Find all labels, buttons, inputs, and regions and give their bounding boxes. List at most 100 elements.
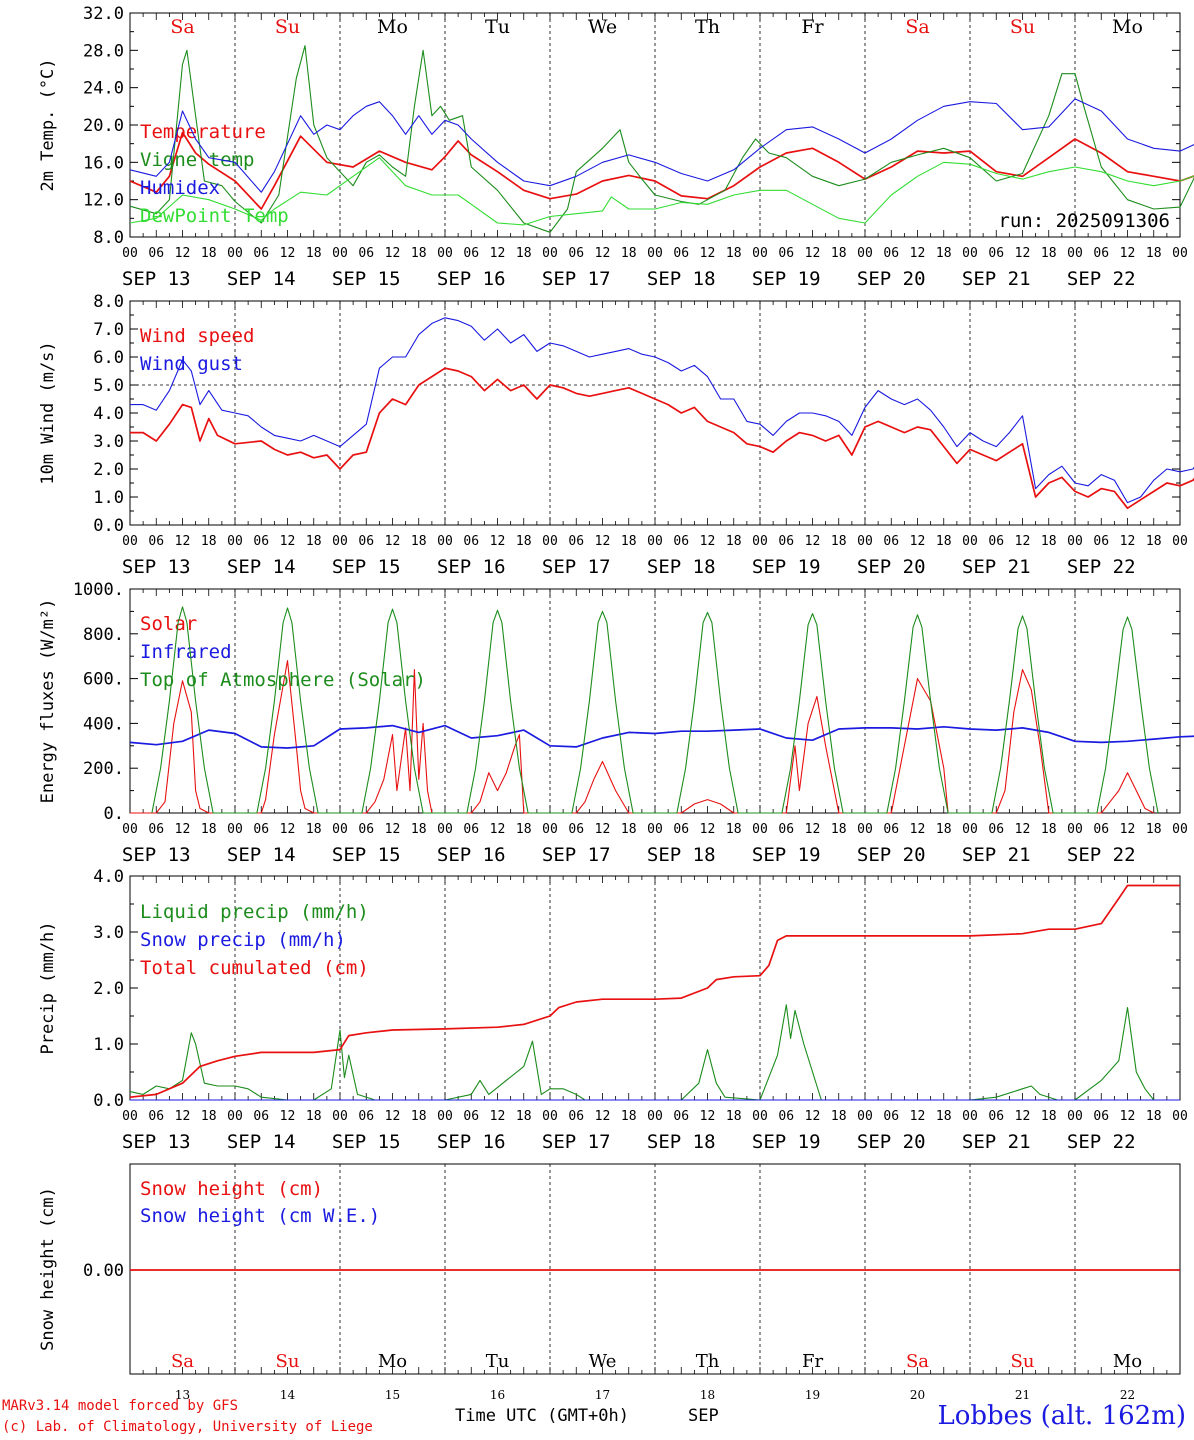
x-tick-label: 06 (463, 534, 479, 549)
run-annotation: run: 2025091306 (998, 210, 1170, 232)
x-tick-label: 06 (778, 822, 794, 837)
weekday-label: Th (696, 1351, 720, 1372)
y-tick-label: 12.0 (83, 191, 124, 211)
legend-entry: Humidex (140, 177, 220, 199)
legend-entry: Wind speed (140, 325, 254, 347)
x-tick-label: 18 (306, 1109, 322, 1124)
x-tick-label: 00 (1172, 246, 1188, 261)
date-label: SEP 22 (1067, 556, 1136, 578)
x-tick-label: 18 (936, 534, 952, 549)
x-tick-label: 18 (201, 822, 217, 837)
x-tick-label: 18 (1146, 1109, 1162, 1124)
x-tick-label: 06 (358, 822, 374, 837)
weekday-label: Fr (801, 16, 824, 38)
x-tick-label: 06 (253, 1109, 269, 1124)
x-tick-label: 06 (883, 246, 899, 261)
date-label: SEP 14 (227, 844, 296, 866)
x-tick-label: 18 (516, 246, 532, 261)
x-tick-label: 00 (857, 822, 873, 837)
x-tick-label: 12 (910, 534, 926, 549)
date-label: SEP 22 (1067, 268, 1136, 290)
weekday-label: Sa (171, 1351, 194, 1372)
x-tick-label: 18 (726, 246, 742, 261)
x-tick-label: 18 (936, 246, 952, 261)
series-line (130, 660, 1155, 814)
y-tick-label: 0.0 (93, 1091, 124, 1111)
x-tick-label: 12 (490, 1109, 506, 1124)
x-tick-label: 12 (805, 534, 821, 549)
series-line (130, 317, 1194, 504)
legend-entry: Infrared (140, 641, 232, 663)
legend-entry: Temperature (140, 121, 266, 143)
series-line (129, 45, 1194, 233)
legend-entry: Solar (140, 613, 197, 635)
x-tick-label: 12 (910, 1109, 926, 1124)
credit-line-2: (c) Lab. of Climatology, University of L… (2, 1419, 373, 1435)
x-tick-label: 12 (490, 534, 506, 549)
x-tick-label: 06 (1093, 246, 1109, 261)
x-tick-label: 12 (700, 1109, 716, 1124)
x-tick-label: 12 (385, 534, 401, 549)
x-tick-label: 18 (936, 1109, 952, 1124)
plot-frame (129, 12, 1181, 238)
x-tick-label: 06 (463, 246, 479, 261)
x-tick-label: 00 (437, 246, 453, 261)
y-tick-label: 8.0 (93, 292, 124, 312)
x-tick-label: 18 (411, 246, 427, 261)
x-tick-label: 18 (1041, 246, 1057, 261)
x-tick-label: 06 (463, 1109, 479, 1124)
series-line (129, 157, 1194, 226)
x-tick-label: 06 (673, 1109, 689, 1124)
date-label: SEP 17 (542, 268, 611, 290)
x-tick-label: 12 (595, 1109, 611, 1124)
x-tick-label: 00 (1067, 534, 1083, 549)
x-tick-label: 06 (988, 246, 1004, 261)
x-tick-label: 12 (910, 822, 926, 837)
x-tick-label: 06 (568, 822, 584, 837)
month-label: SEP (688, 1406, 719, 1426)
x-tick-label: 00 (437, 1109, 453, 1124)
x-tick-label: 06 (568, 1109, 584, 1124)
x-tick-label: 12 (595, 246, 611, 261)
weekday-label: Su (275, 16, 300, 38)
x-tick-label: 18 (621, 534, 637, 549)
date-label: SEP 19 (752, 556, 821, 578)
weekday-label: Tu (486, 1351, 510, 1372)
date-label: SEP 20 (857, 556, 926, 578)
y-axis-label: Snow height (cm) (38, 1187, 58, 1351)
x-tick-label: 18 (411, 534, 427, 549)
x-tick-label: 18 (936, 822, 952, 837)
x-tick-label: 06 (883, 534, 899, 549)
y-tick-label: 600. (83, 670, 124, 690)
date-label: SEP 16 (437, 268, 506, 290)
x-tick-label: 18 (1041, 534, 1057, 549)
date-label: SEP 21 (962, 268, 1031, 290)
x-tick-label: 12 (1120, 1109, 1136, 1124)
x-tick-label: 06 (148, 822, 164, 837)
x-tick-label: 12 (280, 822, 296, 837)
x-tick-label: 12 (175, 1109, 191, 1124)
x-tick-label: 06 (1093, 822, 1109, 837)
y-tick-label: 2.0 (93, 460, 124, 480)
series-line (129, 884, 1180, 1099)
x-tick-label: 06 (253, 822, 269, 837)
panel-1: 8.0 12.0 16.0 20.0 24.0 28.0 32.0 2m Temp. (°C)… (38, 4, 1194, 290)
date-label: SEP 16 (437, 844, 506, 866)
x-tick-label: 12 (175, 534, 191, 549)
y-axis-label: 10m Wind (m/s) (38, 341, 58, 484)
y-axis-label: Energy fluxes (W/m²) (38, 599, 58, 804)
plot-frame (129, 300, 1181, 526)
date-label: SEP 19 (752, 844, 821, 866)
x-tick-label: 18 (1146, 822, 1162, 837)
date-label: SEP 13 (122, 844, 191, 866)
weekday-label: We (589, 1351, 617, 1372)
x-tick-label: 00 (332, 822, 348, 837)
x-tick-label: 18 (516, 534, 532, 549)
y-tick-label: 4.0 (93, 867, 124, 887)
date-label: SEP 21 (962, 1131, 1031, 1153)
x-tick-label: 12 (385, 1109, 401, 1124)
y-tick-label: 2.0 (93, 979, 124, 999)
weekday-label: Tu (485, 16, 510, 38)
day-number-label: 14 (280, 1388, 296, 1402)
